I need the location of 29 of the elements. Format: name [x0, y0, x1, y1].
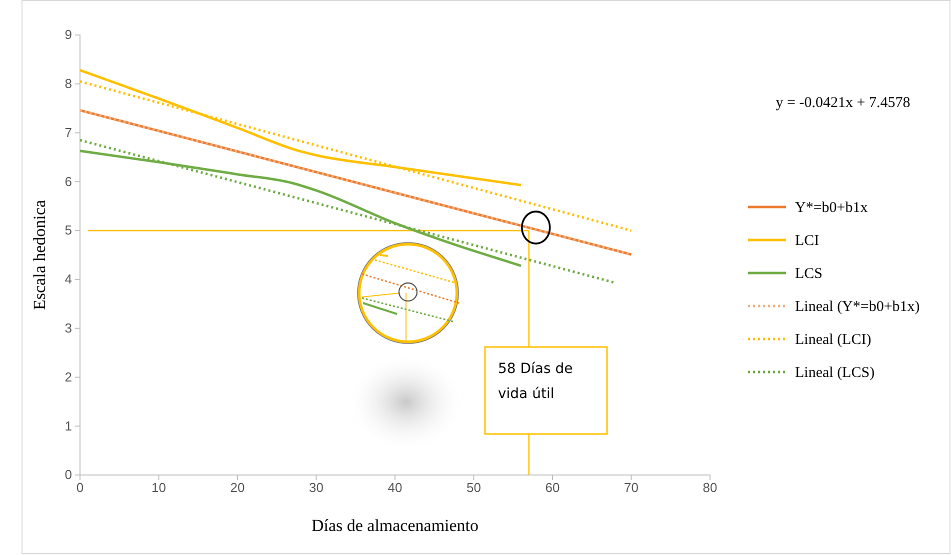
y-tick-label: 4 [64, 272, 72, 287]
x-tick-label: 20 [230, 480, 245, 496]
y-tick-label: 3 [64, 320, 72, 336]
annotation: 58 Días de vida útil [498, 361, 573, 402]
legend-label: LCS [795, 266, 823, 282]
y-axis-title: Escala hedonica [30, 200, 49, 310]
legend-label: Lineal (LCS) [795, 365, 875, 381]
x-tick-label: 50 [466, 480, 481, 496]
x-tick-label: 70 [624, 480, 638, 496]
y-tick-label: 7 [64, 124, 72, 140]
x-tick-label: 30 [309, 480, 324, 496]
y-tick-label: 8 [64, 76, 72, 92]
x-tick-label: 10 [152, 480, 166, 496]
y-tick-label: 6 [64, 174, 72, 189]
x-axis-title: Días de almacenamiento [311, 516, 479, 535]
x-tick-label: 0 [76, 480, 84, 496]
y-tick-label: 1 [64, 418, 72, 434]
y-tick-label: 2 [64, 369, 72, 384]
legend-label: LCI [795, 233, 820, 249]
text: y = -0.0421x + 7.4578 [776, 95, 910, 111]
legend-label: Lineal (Y*=b0+b1x) [795, 299, 920, 315]
y-tick-label: 5 [64, 222, 72, 238]
legend-label: Y*=b0+b1x [795, 200, 868, 216]
x-tick-label: 40 [388, 480, 402, 496]
x-tick-label: 60 [545, 480, 560, 496]
y-tick-label: 9 [64, 27, 72, 42]
y-tick-label: 0 [64, 467, 72, 482]
legend-label: Lineal (LCI) [795, 332, 872, 348]
x-tick-label: 80 [702, 480, 718, 496]
